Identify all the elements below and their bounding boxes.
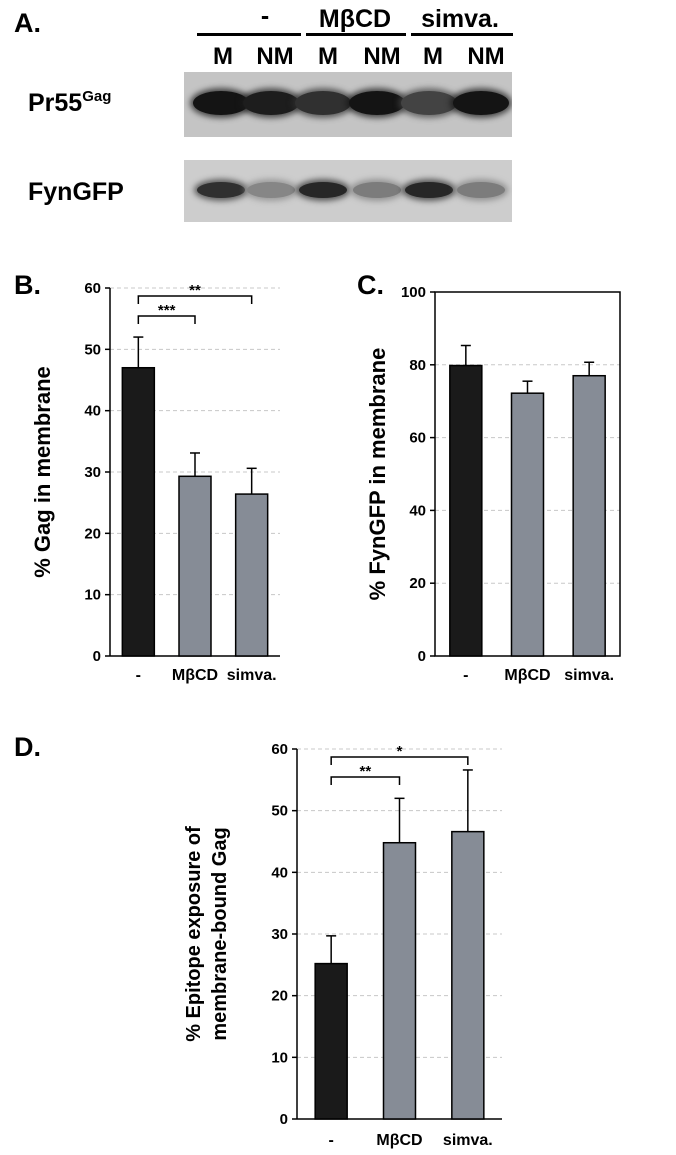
lane-label: M: [423, 43, 443, 70]
blot-band: [247, 182, 295, 198]
blot-band: [193, 91, 249, 115]
blot-band: [197, 182, 245, 198]
chart-c-membrane-fyngfp: 0 20 40 60 80 100 - MβCD simva. % FynGFP in membr…: [365, 284, 621, 684]
bar: [234, 493, 269, 657]
blot-band: [299, 182, 347, 198]
y-axis-label: % Gag in membrane: [30, 366, 55, 578]
y-tick-label: 40: [271, 864, 288, 881]
y-axis-label: % Epitope exposure of: [183, 826, 205, 1042]
category-label: simva.: [227, 667, 277, 684]
y-tick-label: 100: [401, 284, 426, 301]
blot-band: [457, 182, 505, 198]
panel-label-b: B.: [14, 270, 41, 300]
significance-bracket: [137, 315, 196, 324]
y-tick-label: 40: [84, 403, 101, 420]
group-line-control: [197, 33, 301, 36]
blot-band: [295, 91, 351, 115]
category-label: simva.: [564, 667, 614, 684]
y-axis-label: % FynGFP in membrane: [365, 348, 390, 601]
y-tick-label: 60: [84, 280, 101, 297]
significance-bracket: [330, 776, 401, 785]
bar: [121, 366, 156, 657]
blot-band: [453, 91, 509, 115]
y-tick-label: 0: [93, 648, 101, 665]
y-tick-label: 10: [84, 587, 101, 604]
blot-row-label-fyngfp: FynGFP: [28, 178, 124, 206]
panel-label-c: C.: [357, 270, 384, 300]
bar: [314, 962, 348, 1120]
y-tick-label: 20: [409, 575, 426, 592]
y-tick-label: 20: [271, 988, 288, 1005]
y-tick-label: 0: [418, 648, 426, 665]
lane-label: M: [318, 43, 338, 70]
significance-label: **: [359, 763, 371, 780]
blot-strip-gag: [184, 72, 512, 137]
category-label: MβCD: [172, 667, 218, 684]
significance-bracket: [330, 756, 469, 765]
category-label: -: [329, 1132, 334, 1149]
lane-label: NM: [363, 43, 401, 70]
blot-band: [353, 182, 401, 198]
significance-label: *: [397, 743, 403, 760]
bar: [510, 392, 545, 657]
significance-label: ***: [158, 302, 176, 319]
blot-band: [349, 91, 405, 115]
category-label: -: [463, 667, 468, 684]
panel-label-a: A.: [14, 8, 41, 38]
y-tick-label: 80: [409, 357, 426, 374]
group-header-simva: simva.: [421, 5, 499, 33]
y-tick-label: 40: [409, 502, 426, 519]
blot-band: [405, 182, 453, 198]
significance-bracket: [137, 295, 253, 304]
bar: [572, 374, 606, 657]
y-tick-label: 0: [280, 1111, 288, 1128]
y-tick-label: 50: [84, 341, 101, 358]
y-tick-label: 60: [271, 741, 288, 758]
blot-band: [401, 91, 457, 115]
group-header-control: -: [260, 2, 270, 30]
category-label: -: [136, 667, 141, 684]
y-tick-label: 50: [271, 803, 288, 820]
lane-label: M: [213, 43, 233, 70]
blot-row-label-gag: Pr55Gag: [28, 88, 112, 117]
y-tick-label: 30: [84, 464, 101, 481]
y-tick-label: 10: [271, 1049, 288, 1066]
bar: [382, 841, 417, 1120]
y-tick-label: 60: [409, 430, 426, 447]
significance-label: **: [189, 282, 201, 299]
blot-band: [243, 91, 299, 115]
y-tick-label: 30: [271, 926, 288, 943]
bar: [451, 830, 485, 1120]
group-line-simva: [411, 33, 513, 36]
y-tick-label: 20: [84, 525, 101, 542]
blot-strip-fyngfp: [184, 160, 512, 222]
y-axis-label: membrane-bound Gag: [209, 827, 231, 1040]
panel-label-d: D.: [14, 732, 41, 762]
category-label: MβCD: [504, 667, 550, 684]
lane-label: NM: [467, 43, 505, 70]
category-label: MβCD: [376, 1132, 422, 1149]
bar: [178, 475, 212, 657]
category-label: simva.: [443, 1132, 493, 1149]
lane-label: NM: [256, 43, 294, 70]
group-line-mbcd: [306, 33, 406, 36]
bar: [449, 364, 483, 657]
group-header-mbcd: MβCD: [318, 5, 392, 33]
